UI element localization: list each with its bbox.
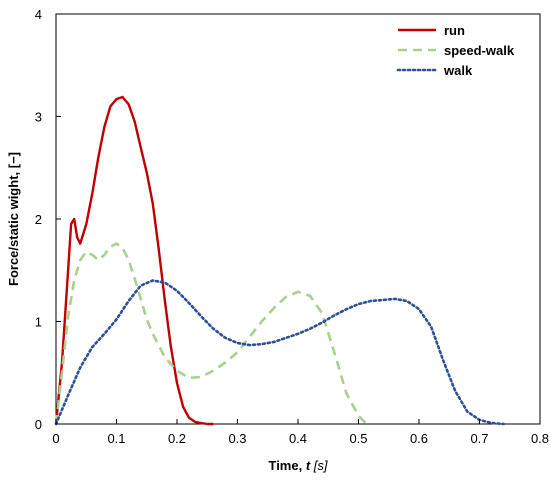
x-tick-label: 0	[52, 431, 59, 446]
legend-label-walk: walk	[443, 63, 473, 78]
x-tick-label: 0.1	[107, 431, 125, 446]
x-tick-label: 0.3	[228, 431, 246, 446]
y-tick-label: 3	[35, 110, 42, 125]
y-axis-ticks: 0 1 2 3 4	[35, 7, 61, 432]
series-line-run	[54, 95, 214, 426]
legend-label-speed-walk: speed-walk	[444, 43, 515, 58]
y-tick-label: 0	[35, 417, 42, 432]
x-tick-label: 0.5	[349, 431, 367, 446]
x-axis-ticks: 0 0.1 0.2 0.3 0.4 0.5 0.6 0.7 0.8	[52, 419, 549, 446]
x-tick-label: 0.7	[470, 431, 488, 446]
y-tick-label: 4	[35, 7, 42, 22]
x-tick-label: 0.8	[531, 431, 549, 446]
series-layer	[54, 95, 505, 426]
series-line-speed-walk	[54, 242, 372, 426]
legend-label-run: run	[444, 23, 465, 38]
legend: run speed-walk walk	[396, 23, 515, 78]
y-axis-label: Force/static wight, [−]	[6, 152, 21, 286]
series-line-walk	[54, 279, 505, 426]
x-tick-label: 0.2	[168, 431, 186, 446]
x-tick-label: 0.6	[410, 431, 428, 446]
y-tick-label: 2	[35, 212, 42, 227]
x-axis-label: Time, t [s]	[268, 458, 327, 473]
x-tick-label: 0.4	[289, 431, 307, 446]
y-tick-label: 1	[35, 315, 42, 330]
